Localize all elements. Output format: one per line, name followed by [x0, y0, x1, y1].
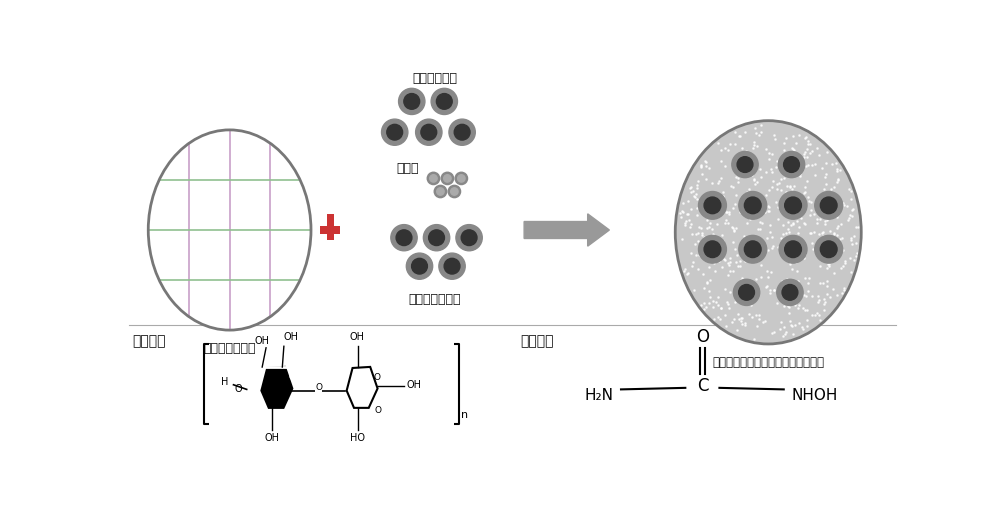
Circle shape — [430, 175, 437, 182]
Circle shape — [784, 157, 799, 172]
Circle shape — [439, 253, 465, 279]
Text: OH: OH — [350, 332, 365, 342]
Circle shape — [387, 124, 403, 140]
Text: NHOH: NHOH — [792, 388, 838, 403]
Text: O: O — [234, 384, 242, 394]
Circle shape — [739, 191, 767, 219]
Circle shape — [820, 197, 837, 214]
Circle shape — [427, 172, 440, 184]
Text: O: O — [288, 373, 295, 382]
Circle shape — [779, 235, 807, 263]
Circle shape — [391, 225, 417, 251]
Circle shape — [382, 119, 408, 145]
FancyArrow shape — [524, 214, 609, 246]
Circle shape — [732, 152, 758, 178]
Circle shape — [431, 88, 457, 115]
Text: 包被酶和一氧化氮前体的琼脂糖微球: 包被酶和一氧化氮前体的琼脂糖微球 — [712, 356, 824, 369]
Circle shape — [461, 230, 477, 245]
Bar — [320, 226, 340, 234]
Circle shape — [458, 175, 465, 182]
Text: OH: OH — [406, 380, 421, 390]
Circle shape — [785, 197, 801, 214]
Circle shape — [815, 191, 843, 219]
Circle shape — [744, 241, 761, 258]
Circle shape — [456, 225, 482, 251]
Circle shape — [421, 124, 437, 140]
Circle shape — [451, 188, 458, 195]
Circle shape — [455, 172, 468, 184]
Circle shape — [704, 241, 721, 258]
Text: 羟基脲: 羟基脲 — [397, 162, 419, 175]
Circle shape — [704, 197, 721, 214]
Text: H: H — [221, 377, 228, 387]
Circle shape — [778, 152, 805, 178]
Circle shape — [454, 124, 470, 140]
Circle shape — [785, 241, 801, 258]
Text: 辣根过氧化物酶: 辣根过氧化物酶 — [409, 293, 461, 306]
Circle shape — [441, 172, 454, 184]
Text: HO: HO — [350, 432, 365, 442]
Text: C: C — [697, 377, 708, 395]
Text: OH: OH — [284, 332, 299, 342]
Circle shape — [779, 191, 807, 219]
Circle shape — [404, 93, 420, 109]
Circle shape — [444, 259, 460, 274]
Text: OH: OH — [255, 335, 270, 345]
Circle shape — [737, 157, 753, 172]
Ellipse shape — [148, 130, 311, 330]
Circle shape — [437, 188, 444, 195]
Circle shape — [782, 284, 798, 300]
Circle shape — [434, 185, 447, 197]
Text: H₂N: H₂N — [584, 388, 613, 403]
Circle shape — [815, 235, 843, 263]
Text: 羟基脲：: 羟基脲： — [520, 334, 554, 348]
Text: O: O — [315, 383, 322, 391]
Polygon shape — [261, 367, 292, 408]
Circle shape — [698, 191, 726, 219]
Circle shape — [396, 230, 412, 245]
Circle shape — [429, 230, 444, 245]
Circle shape — [444, 175, 451, 182]
Text: n: n — [461, 410, 468, 420]
Circle shape — [423, 225, 450, 251]
Ellipse shape — [675, 121, 861, 344]
Circle shape — [448, 185, 461, 197]
Text: 葡萄糖氧化酶: 葡萄糖氧化酶 — [413, 72, 458, 85]
Circle shape — [436, 93, 452, 109]
Circle shape — [739, 284, 754, 300]
Polygon shape — [347, 367, 378, 408]
Text: 琼脂糖：: 琼脂糖： — [133, 334, 166, 348]
Text: O: O — [696, 328, 709, 346]
Circle shape — [777, 279, 803, 306]
Circle shape — [698, 235, 726, 263]
Text: 琼脂糖凝胶微球: 琼脂糖凝胶微球 — [203, 342, 256, 355]
Circle shape — [739, 235, 767, 263]
Circle shape — [399, 88, 425, 115]
Text: O: O — [375, 407, 382, 416]
Circle shape — [449, 119, 475, 145]
Circle shape — [412, 259, 427, 274]
Text: O: O — [373, 373, 380, 382]
Circle shape — [406, 253, 433, 279]
Text: OH: OH — [265, 432, 280, 442]
Circle shape — [744, 197, 761, 214]
Circle shape — [820, 241, 837, 258]
Bar — [326, 214, 334, 240]
Circle shape — [733, 279, 760, 306]
Circle shape — [416, 119, 442, 145]
